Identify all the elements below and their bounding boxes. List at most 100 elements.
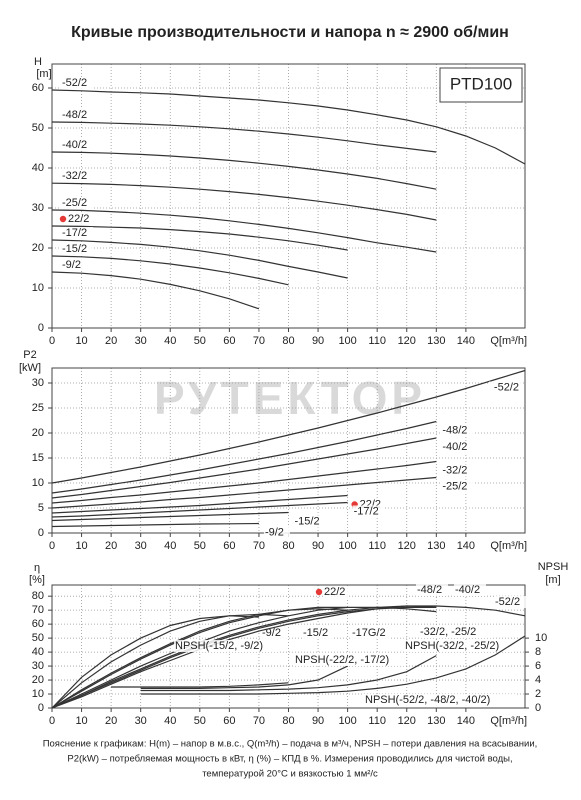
- y2-tick-label: 2: [535, 688, 541, 700]
- x-tick-label: 70: [253, 335, 265, 347]
- x-tick-label: 90: [312, 540, 324, 552]
- curve: [51, 605, 526, 709]
- label-bg: [323, 586, 349, 598]
- series-label: NPSH(-15/2, -9/2): [175, 640, 263, 652]
- label-bg: [263, 526, 290, 539]
- y-tick-label: 10: [32, 282, 44, 294]
- series-label: -40/2: [62, 139, 87, 151]
- label-bg: [441, 464, 474, 477]
- x-tick-label: 60: [223, 715, 235, 727]
- series-label: -25/2: [442, 480, 467, 492]
- x-tick-label: 80: [282, 715, 294, 727]
- series-label: -15/2: [295, 515, 320, 527]
- x-tick-label: 90: [312, 335, 324, 347]
- x-tick-label: 110: [368, 335, 386, 347]
- x-tick-label: 100: [338, 715, 356, 727]
- curve: [51, 501, 348, 518]
- series-label: -40/2: [442, 441, 467, 453]
- curve: [51, 613, 289, 709]
- series-label: -52/2: [494, 381, 519, 393]
- series-label: -48/2: [62, 109, 87, 121]
- curve: [51, 437, 437, 499]
- curve: [51, 225, 348, 251]
- x-tick-label: 80: [282, 335, 294, 347]
- x-tick-label: 130: [427, 715, 445, 727]
- y-tick-label: 50: [32, 632, 44, 644]
- y2-axis-label: NPSH: [538, 561, 569, 573]
- series-label: 22/2: [324, 586, 345, 598]
- x-tick-label: 120: [398, 540, 416, 552]
- series-label: -48/2: [417, 584, 442, 596]
- curve: [51, 121, 437, 153]
- series-label: -32/2, -25/2: [420, 626, 476, 638]
- y-tick-label: 50: [32, 122, 44, 134]
- curve: [51, 420, 437, 494]
- series-label: 22/2: [68, 213, 89, 225]
- curve: [51, 605, 437, 709]
- y-tick-label: 15: [32, 452, 44, 464]
- label-bg: [61, 197, 93, 209]
- label-bg: [352, 505, 385, 518]
- plot-frame: [51, 584, 526, 709]
- y2-tick-label: 4: [535, 674, 541, 686]
- label-bg: [441, 480, 474, 493]
- y-axis-label: η: [34, 562, 40, 574]
- label-bg: [61, 170, 93, 183]
- x-label-bg: [485, 538, 529, 554]
- label-bg: [441, 441, 474, 453]
- y2-tick-label: 10: [535, 632, 547, 644]
- series-label: -48/2: [442, 424, 467, 436]
- label-bg: [61, 109, 93, 121]
- x-tick-label: 100: [338, 335, 356, 347]
- note: температурой 20°C и вязкостью 1 мм²/с: [202, 769, 378, 780]
- series-label: -17/2: [62, 227, 87, 239]
- x-tick-label: 20: [105, 540, 117, 552]
- plot-frame: [51, 63, 526, 329]
- x-tick-label: 130: [427, 335, 445, 347]
- curve: [140, 635, 526, 695]
- y-tick-label: 10: [32, 477, 44, 489]
- x-tick-label: 120: [398, 715, 416, 727]
- x-tick-label: 0: [49, 335, 55, 347]
- x-axis-label: Q[m³/h]: [490, 715, 527, 727]
- label-bg: [67, 213, 93, 225]
- y-tick-label: 80: [32, 590, 44, 602]
- note: P2(kW) – потребляемая мощность в кВт, η …: [67, 754, 512, 765]
- x-tick-label: 20: [105, 335, 117, 347]
- x-tick-label: 110: [368, 540, 386, 552]
- curve: [51, 209, 437, 253]
- x-tick-label: 140: [457, 715, 475, 727]
- series-label: -17G/2: [352, 627, 386, 639]
- x-tick-label: 40: [164, 335, 176, 347]
- x-label-bg: [485, 333, 529, 349]
- y-tick-label: 30: [32, 377, 44, 389]
- series-label: -25/2: [62, 197, 87, 209]
- y2-axis-unit: [m]: [545, 574, 560, 586]
- series-label: -17/2: [354, 505, 379, 517]
- label-bg: [302, 627, 334, 639]
- label-bg: [61, 139, 93, 151]
- y-tick-label: 40: [32, 646, 44, 658]
- y-tick-label: 60: [32, 618, 44, 630]
- x-tick-label: 30: [135, 540, 147, 552]
- y-tick-label: 20: [32, 242, 44, 254]
- series-label: -9/2: [262, 627, 281, 639]
- x-tick-label: 40: [164, 540, 176, 552]
- curve: [51, 182, 437, 221]
- series-label: -40/2: [455, 584, 480, 596]
- x-tick-label: 140: [457, 335, 475, 347]
- highlight-dot: [315, 588, 323, 596]
- x-tick-label: 70: [253, 540, 265, 552]
- y-tick-label: 0: [38, 702, 44, 714]
- curve: [51, 369, 526, 484]
- label-bg: [174, 640, 278, 652]
- label-bg: [61, 259, 87, 271]
- x-tick-label: 60: [223, 540, 235, 552]
- x-tick-label: 30: [135, 335, 147, 347]
- series-label: -32/2: [442, 464, 467, 476]
- page-title: Кривые производительности и напора n ≈ 2…: [71, 24, 509, 41]
- series-label: NPSH(-22/2, -17/2): [295, 654, 389, 666]
- series-label: NPSH(-32/2, -25/2): [405, 640, 499, 652]
- model-label: PTD100: [450, 74, 512, 93]
